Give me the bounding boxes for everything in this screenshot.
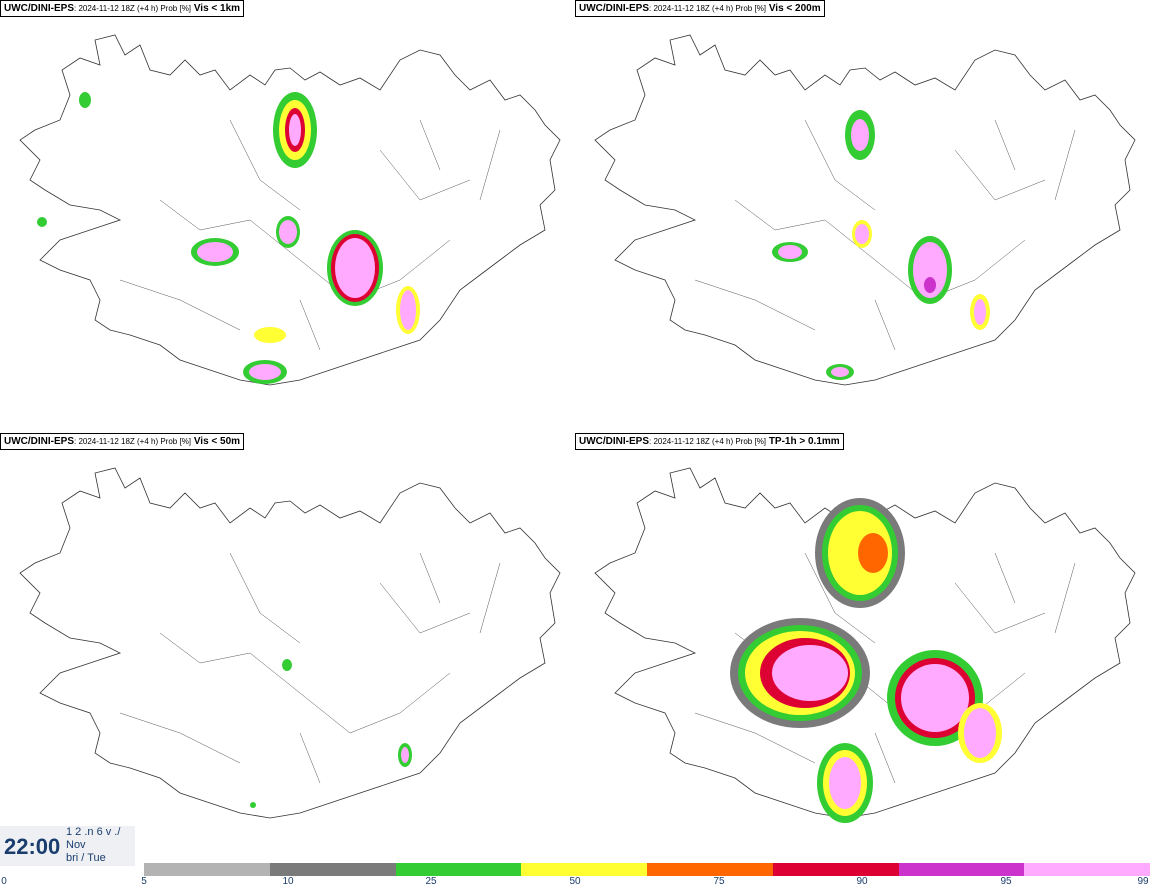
run-meta: : 2024-11-12 18Z (+4 h) Prob [%] (649, 437, 767, 446)
colorbar-tick-label: 50 (569, 876, 581, 887)
model-name: UWC/DINI-EPS (4, 436, 74, 447)
map-canvas (594, 34, 1136, 386)
map-canvas (19, 467, 561, 819)
map-panel-precip: UWC/DINI-EPS: 2024-11-12 18Z (+4 h) Prob… (575, 433, 1150, 869)
parameter-label: Vis < 200m (768, 3, 821, 14)
valid-time: 22:00 (4, 834, 61, 859)
prob-blobs (730, 498, 1002, 823)
panel-title: UWC/DINI-EPS: 2024-11-12 18Z (+4 h) Prob… (575, 0, 825, 17)
colorbar-segment (521, 863, 647, 876)
colorbar-tick-label: 75 (713, 876, 725, 887)
colorbar-tick-label: 90 (856, 876, 868, 887)
parameter-label: Vis < 50m (193, 436, 241, 447)
prob-blobs (772, 110, 990, 380)
colorbar-segment (898, 863, 1025, 876)
colorbar-segment (395, 863, 522, 876)
prob-blobs (250, 659, 412, 808)
map-panel-vis-200m: UWC/DINI-EPS: 2024-11-12 18Z (+4 h) Prob… (575, 0, 1150, 436)
colorbar-segment (647, 863, 773, 876)
colorbar-ticks: 0 5 10 25 50 75 90 95 99 (0, 876, 1150, 891)
parameter-label: Vis < 1km (193, 3, 241, 14)
valid-date-weekday: bri / Tue (66, 852, 106, 864)
colorbar-tick-label: 25 (425, 876, 437, 887)
map-panel-vis-50m: UWC/DINI-EPS: 2024-11-12 18Z (+4 h) Prob… (0, 433, 575, 869)
model-name: UWC/DINI-EPS (579, 3, 649, 14)
panel-title: UWC/DINI-EPS: 2024-11-12 18Z (+4 h) Prob… (575, 433, 844, 450)
map-canvas (19, 34, 561, 386)
model-name: UWC/DINI-EPS (579, 436, 649, 447)
map-canvas (594, 467, 1136, 823)
parameter-label: TP-1h > 0.1mm (768, 436, 840, 447)
prob-blobs (37, 92, 420, 384)
map-panel-vis-1km: UWC/DINI-EPS: 2024-11-12 18Z (+4 h) Prob… (0, 0, 575, 436)
probability-colorbar (144, 863, 1150, 876)
colorbar-tick-label: 99 (1137, 876, 1149, 887)
colorbar-segment (269, 863, 396, 876)
colorbar-tick-label: 10 (282, 876, 294, 887)
colorbar-tick-label: 5 (141, 876, 147, 887)
valid-date-line1: 1 2 .n 6 v ./ (66, 826, 121, 838)
valid-date-month: Nov (66, 839, 86, 851)
valid-time-box: 22:00 1 2 .n 6 v ./ Nov bri / Tue (0, 826, 135, 866)
colorbar-segment (772, 863, 899, 876)
colorbar-tick-label: 95 (1000, 876, 1012, 887)
panel-title: UWC/DINI-EPS: 2024-11-12 18Z (+4 h) Prob… (0, 433, 245, 450)
run-meta: : 2024-11-12 18Z (+4 h) Prob [%] (649, 4, 767, 13)
run-meta: : 2024-11-12 18Z (+4 h) Prob [%] (74, 4, 192, 13)
colorbar-segment (1024, 863, 1150, 876)
colorbar-segment (144, 863, 270, 876)
model-name: UWC/DINI-EPS (4, 3, 74, 14)
colorbar-tick-label: 0 (1, 876, 7, 887)
run-meta: : 2024-11-12 18Z (+4 h) Prob [%] (74, 437, 192, 446)
panel-title: UWC/DINI-EPS: 2024-11-12 18Z (+4 h) Prob… (0, 0, 245, 17)
